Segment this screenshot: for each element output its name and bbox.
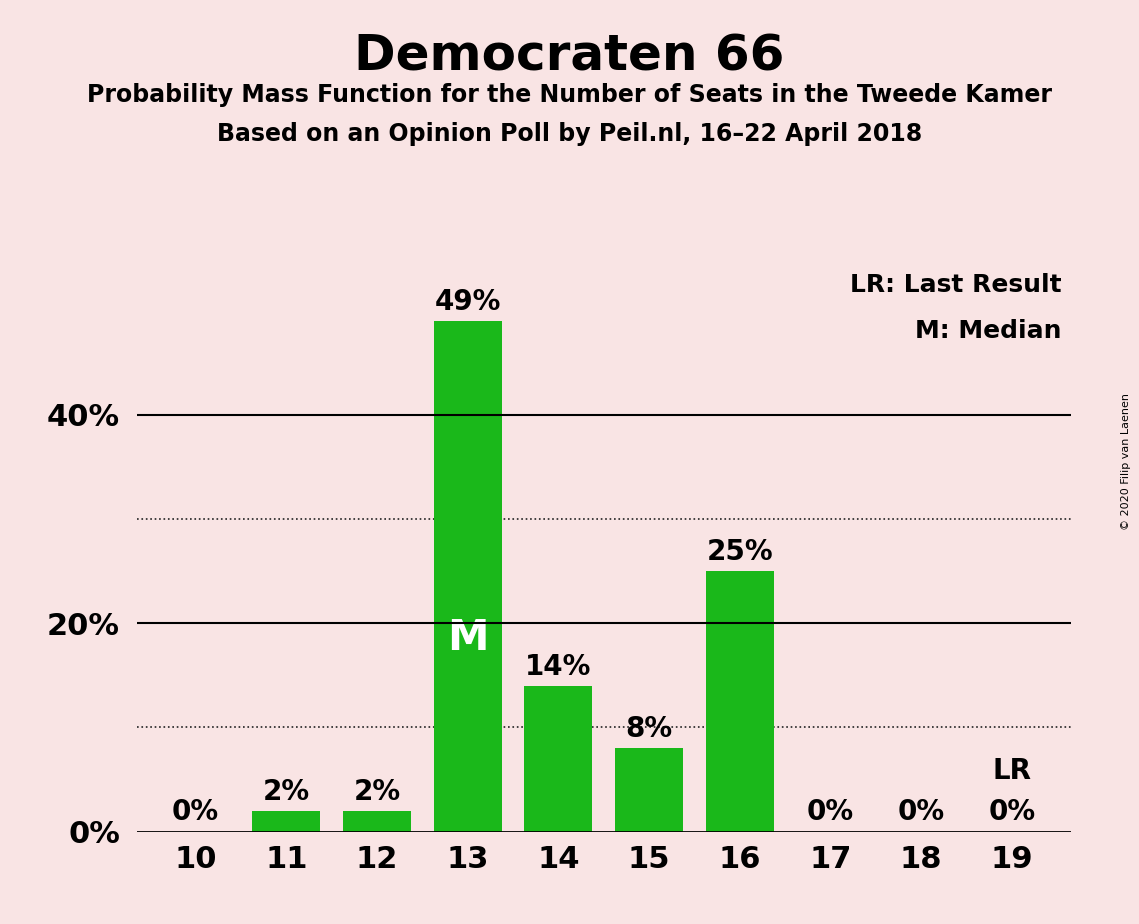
Text: 2%: 2%: [263, 778, 310, 806]
Bar: [524, 686, 592, 832]
Text: 0%: 0%: [898, 798, 944, 826]
Text: M: M: [446, 616, 489, 659]
Bar: [343, 810, 411, 832]
Bar: [706, 571, 773, 832]
Text: 0%: 0%: [806, 798, 854, 826]
Text: 8%: 8%: [625, 715, 672, 743]
Text: Probability Mass Function for the Number of Seats in the Tweede Kamer: Probability Mass Function for the Number…: [87, 83, 1052, 107]
Text: LR: Last Result: LR: Last Result: [850, 274, 1062, 297]
Text: Based on an Opinion Poll by Peil.nl, 16–22 April 2018: Based on an Opinion Poll by Peil.nl, 16–…: [216, 122, 923, 146]
Text: 49%: 49%: [434, 288, 501, 316]
Text: 0%: 0%: [989, 798, 1035, 826]
Text: 25%: 25%: [706, 538, 773, 566]
Text: © 2020 Filip van Laenen: © 2020 Filip van Laenen: [1121, 394, 1131, 530]
Text: 0%: 0%: [172, 798, 219, 826]
Text: 2%: 2%: [353, 778, 401, 806]
Bar: [434, 322, 501, 832]
Text: LR: LR: [992, 757, 1031, 784]
Text: 14%: 14%: [525, 652, 591, 681]
Text: M: Median: M: Median: [915, 319, 1062, 343]
Bar: [615, 748, 683, 832]
Bar: [253, 810, 320, 832]
Text: Democraten 66: Democraten 66: [354, 32, 785, 80]
